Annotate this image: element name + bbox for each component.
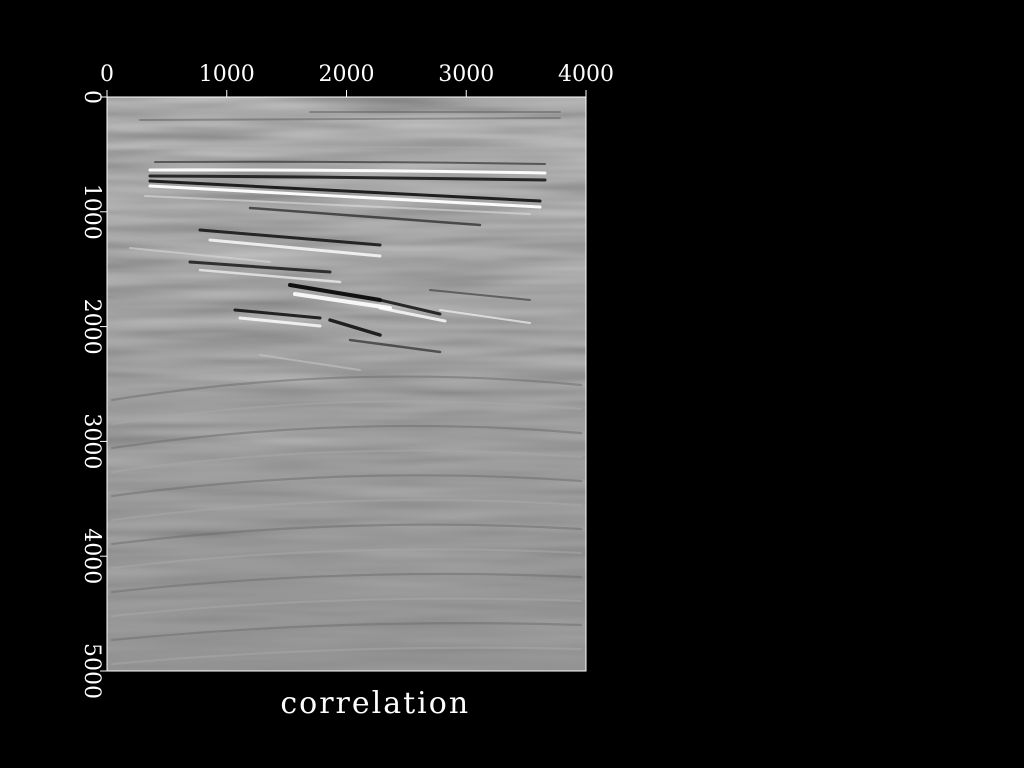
x-tick-label: 2000 — [319, 62, 375, 87]
reflector-event — [110, 474, 583, 498]
reflector-event — [149, 145, 546, 149]
reflector-event — [198, 268, 342, 284]
reflector-event — [144, 195, 531, 215]
x-axis-label: correlation — [280, 686, 470, 721]
x-tick-label: 4000 — [558, 62, 614, 87]
y-tick-label: 2000 — [79, 299, 104, 355]
reflector-event — [110, 646, 583, 666]
reflector-events — [110, 111, 583, 666]
reflector-event — [233, 308, 322, 320]
plot-area — [107, 97, 586, 671]
x-tick-label: 1000 — [199, 62, 255, 87]
reflector-event — [110, 400, 583, 426]
reflector-event — [188, 260, 332, 274]
x-axis: 0 1000 2000 3000 4000 — [100, 62, 614, 97]
reflector-event — [259, 354, 361, 371]
reflector-event — [148, 174, 547, 182]
x-tick-label: 0 — [100, 62, 114, 87]
y-tick-label: 1000 — [79, 184, 104, 240]
reflector-event — [154, 160, 546, 165]
reflector-event — [139, 117, 561, 121]
reflector-event — [110, 424, 583, 450]
reflector-event — [110, 548, 583, 570]
reflector-event — [110, 597, 583, 618]
reflector-event — [110, 449, 583, 474]
reflector-event — [348, 338, 442, 354]
reflector-event — [110, 498, 583, 522]
reflector-event — [148, 168, 547, 175]
reflector-event — [148, 179, 542, 203]
y-tick-label: 3000 — [79, 413, 104, 469]
reflector-event — [110, 572, 583, 594]
reflector-event — [110, 622, 583, 642]
reflector-event — [148, 184, 542, 209]
reflector-event — [328, 318, 382, 337]
y-axis: 0 1000 2000 3000 4000 5000 — [79, 90, 107, 699]
reflector-event — [429, 289, 531, 301]
reflector-event — [248, 206, 482, 227]
reflector-event — [439, 309, 531, 324]
reflector-event — [238, 316, 322, 328]
y-tick-label: 5000 — [79, 643, 104, 699]
reflector-event — [378, 298, 442, 316]
reflector-event — [129, 247, 271, 263]
reflector-event — [110, 375, 583, 402]
reflector-event — [110, 523, 583, 546]
reflector-event — [288, 283, 382, 302]
reflector-event — [378, 306, 447, 323]
y-tick-label: 0 — [79, 90, 104, 104]
x-tick-label: 3000 — [438, 62, 494, 87]
reflector-event — [198, 228, 382, 247]
reflector-event — [208, 238, 382, 258]
y-tick-label: 4000 — [79, 528, 104, 584]
